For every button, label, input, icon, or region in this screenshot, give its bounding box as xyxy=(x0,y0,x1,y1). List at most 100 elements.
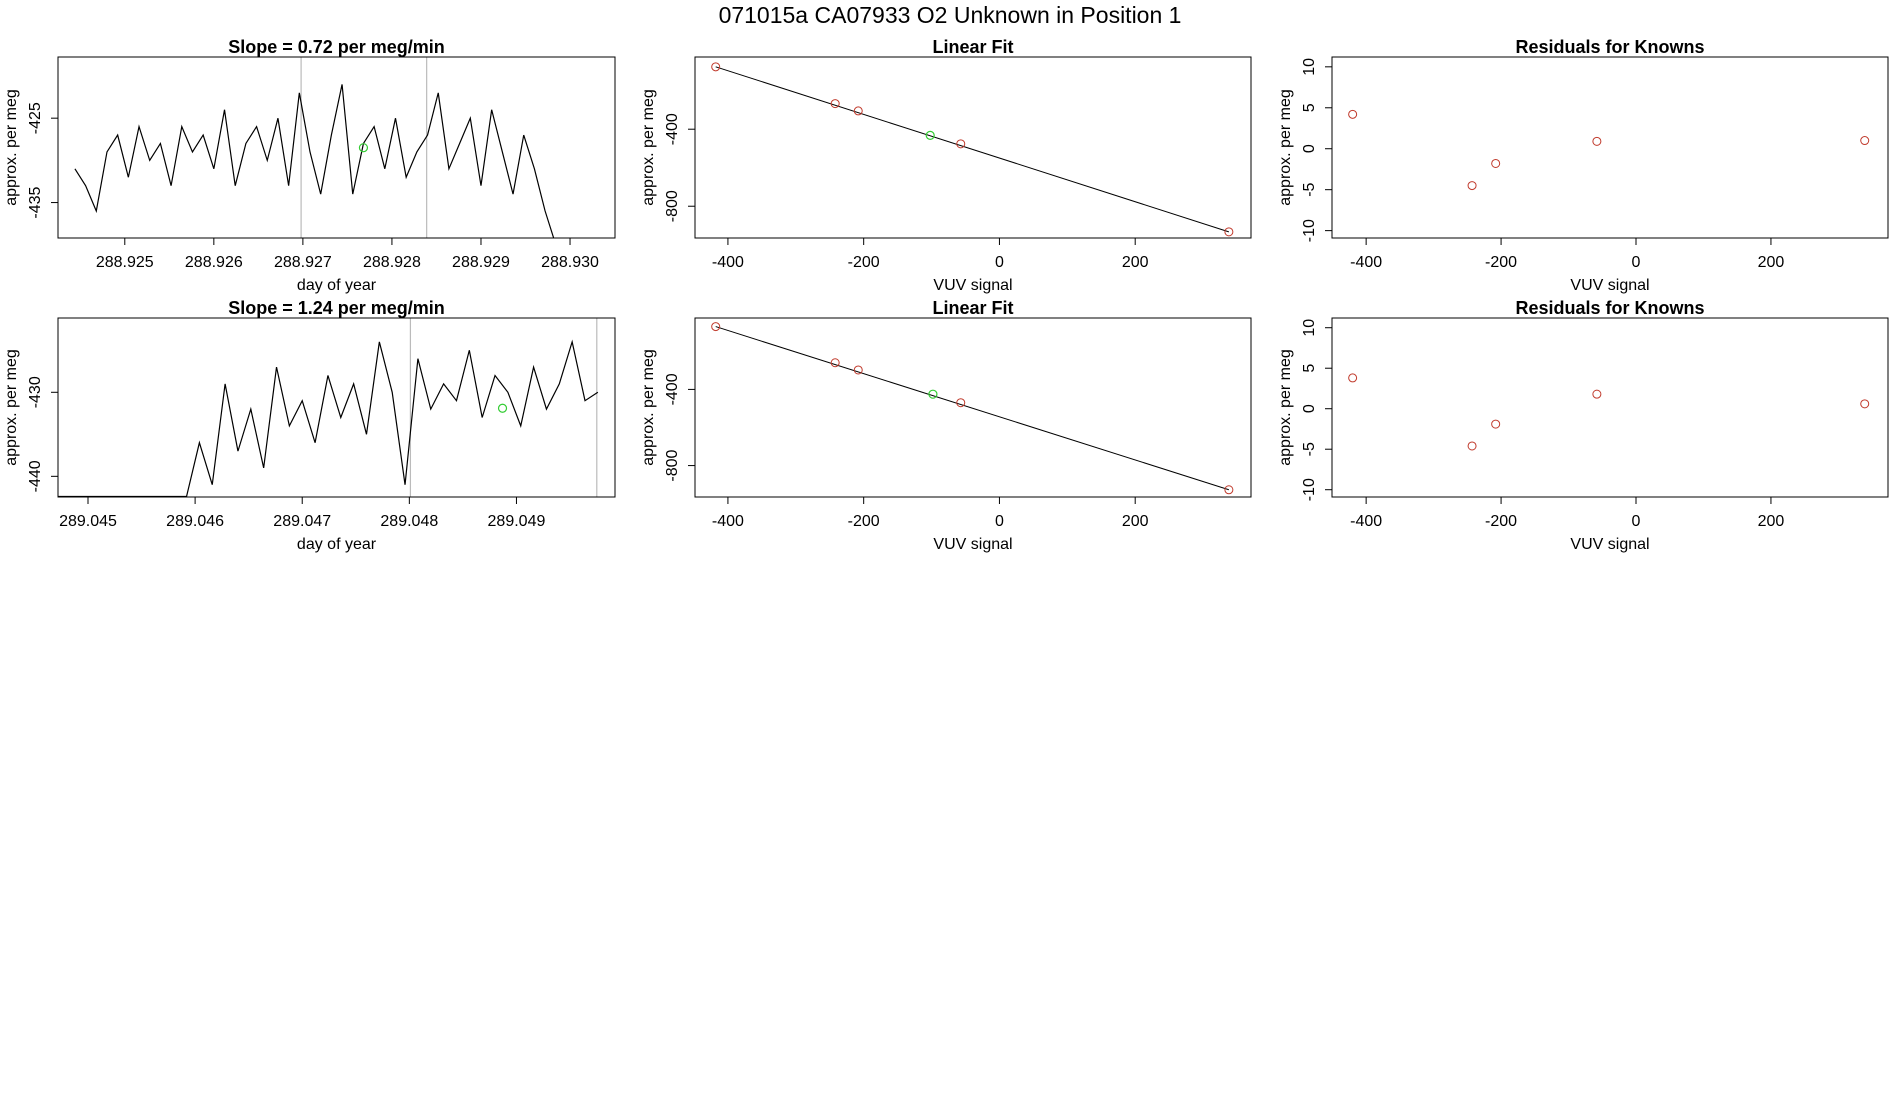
y-tick-label: -435 xyxy=(27,186,44,218)
y-tick-label: 5 xyxy=(1301,103,1318,112)
chart-panel: Slope = 0.72 per meg/min day of year appro… xyxy=(3,37,616,294)
data-point xyxy=(1860,399,1870,409)
x-tick-label: 200 xyxy=(1758,513,1785,530)
chart-panel: Slope = 1.24 per meg/min day of year appro… xyxy=(3,298,616,553)
data-point xyxy=(1348,109,1358,119)
x-tick-label: 200 xyxy=(1758,254,1785,271)
data-point xyxy=(1467,441,1477,451)
chart-panel: Linear Fit VUV signal approx. per meg -400 -… xyxy=(640,298,1252,553)
data-point xyxy=(956,398,966,408)
y-tick-label: -400 xyxy=(664,373,681,405)
y-tick-label: 10 xyxy=(1301,319,1318,337)
y-axis-label: approx. per meg xyxy=(1277,349,1294,466)
x-tick-label: -200 xyxy=(1485,513,1517,530)
data-point xyxy=(830,358,840,368)
data-point xyxy=(1491,158,1501,168)
plot-frame xyxy=(57,56,616,239)
y-tick-label: -430 xyxy=(27,376,44,408)
data-point xyxy=(711,322,721,332)
y-axis-label: approx. per meg xyxy=(3,349,20,466)
x-tick-label: 289.045 xyxy=(59,513,117,530)
plot-area xyxy=(1348,373,1870,451)
x-axis-label: VUV signal xyxy=(933,277,1012,294)
x-tick-label: -200 xyxy=(848,513,880,530)
x-axis-label: day of year xyxy=(297,536,377,553)
x-tick-label: 288.925 xyxy=(96,254,154,271)
x-tick-label: 288.929 xyxy=(452,254,510,271)
plot-area xyxy=(711,62,1234,237)
x-tick-label: 0 xyxy=(1632,513,1641,530)
data-point xyxy=(1592,136,1602,146)
y-tick-label: 5 xyxy=(1301,364,1318,373)
x-tick-label: 0 xyxy=(995,254,1004,271)
y-tick-label: 0 xyxy=(1301,144,1318,153)
x-tick-label: 289.046 xyxy=(166,513,224,530)
y-tick-label: -5 xyxy=(1301,182,1318,196)
plot-frame xyxy=(694,317,1252,498)
x-tick-label: 0 xyxy=(995,513,1004,530)
plot-area xyxy=(1348,109,1870,191)
x-axis-label: VUV signal xyxy=(933,536,1012,553)
chart-title: Residuals for Knowns xyxy=(1515,37,1704,57)
chart-panel: Residuals for Knowns VUV signal approx. pe… xyxy=(1277,37,1889,294)
highlight-point xyxy=(925,130,935,140)
fit-line xyxy=(715,326,1230,491)
y-tick-label: 0 xyxy=(1301,404,1318,413)
x-tick-label: -200 xyxy=(1485,254,1517,271)
y-tick-label: -425 xyxy=(27,102,44,134)
highlight-point xyxy=(497,403,508,413)
plot-frame xyxy=(694,56,1252,239)
data-point xyxy=(1348,373,1358,383)
y-tick-label: -10 xyxy=(1301,478,1318,501)
y-axis-label: approx. per meg xyxy=(3,89,20,206)
data-point xyxy=(1224,227,1234,237)
y-axis-label: approx. per meg xyxy=(640,89,657,206)
data-point xyxy=(830,99,840,109)
x-axis-label: day of year xyxy=(297,277,377,294)
x-tick-label: -400 xyxy=(1350,513,1382,530)
x-tick-label: 288.928 xyxy=(363,254,421,271)
data-point xyxy=(1860,136,1870,146)
data-point xyxy=(1224,485,1234,495)
highlight-point xyxy=(358,143,369,153)
data-point xyxy=(1592,389,1602,399)
plot-frame xyxy=(1331,56,1889,239)
plot-frame xyxy=(57,317,616,498)
chart-title: Residuals for Knowns xyxy=(1515,298,1704,318)
chart-title: Linear Fit xyxy=(932,37,1013,57)
data-point xyxy=(956,139,966,149)
figure-title: 071015a CA07933 O2 Unknown in Position 1 xyxy=(719,2,1182,28)
y-tick-label: -400 xyxy=(664,113,681,145)
x-tick-label: -400 xyxy=(712,513,744,530)
x-tick-label: 289.048 xyxy=(380,513,438,530)
y-tick-label: -5 xyxy=(1301,442,1318,456)
plot-area xyxy=(711,322,1234,495)
fit-line xyxy=(715,66,1230,233)
x-axis-label: VUV signal xyxy=(1570,536,1649,553)
chart-title: Slope = 0.72 per meg/min xyxy=(228,37,445,57)
y-tick-label: -800 xyxy=(664,449,681,481)
x-tick-label: 289.047 xyxy=(273,513,331,530)
x-tick-label: -400 xyxy=(712,254,744,271)
x-tick-label: 289.049 xyxy=(488,513,546,530)
x-tick-label: -400 xyxy=(1350,254,1382,271)
data-point xyxy=(711,62,721,72)
data-point xyxy=(853,106,863,116)
x-tick-label: 200 xyxy=(1122,513,1149,530)
chart-title: Slope = 1.24 per meg/min xyxy=(228,298,445,318)
y-axis-label: approx. per meg xyxy=(640,349,657,466)
x-tick-label: 0 xyxy=(1632,254,1641,271)
y-tick-label: -440 xyxy=(27,460,44,492)
x-axis-label: VUV signal xyxy=(1570,277,1649,294)
x-tick-label: 288.927 xyxy=(274,254,332,271)
data-point xyxy=(1491,419,1501,429)
x-tick-label: -200 xyxy=(848,254,880,271)
chart-title: Linear Fit xyxy=(932,298,1013,318)
data-point xyxy=(1467,181,1477,191)
plot-frame xyxy=(1331,317,1889,498)
x-tick-label: 200 xyxy=(1122,254,1149,271)
plot-area xyxy=(74,57,555,238)
x-tick-label: 288.926 xyxy=(185,254,243,271)
chart-panel: Residuals for Knowns VUV signal approx. pe… xyxy=(1277,298,1889,553)
